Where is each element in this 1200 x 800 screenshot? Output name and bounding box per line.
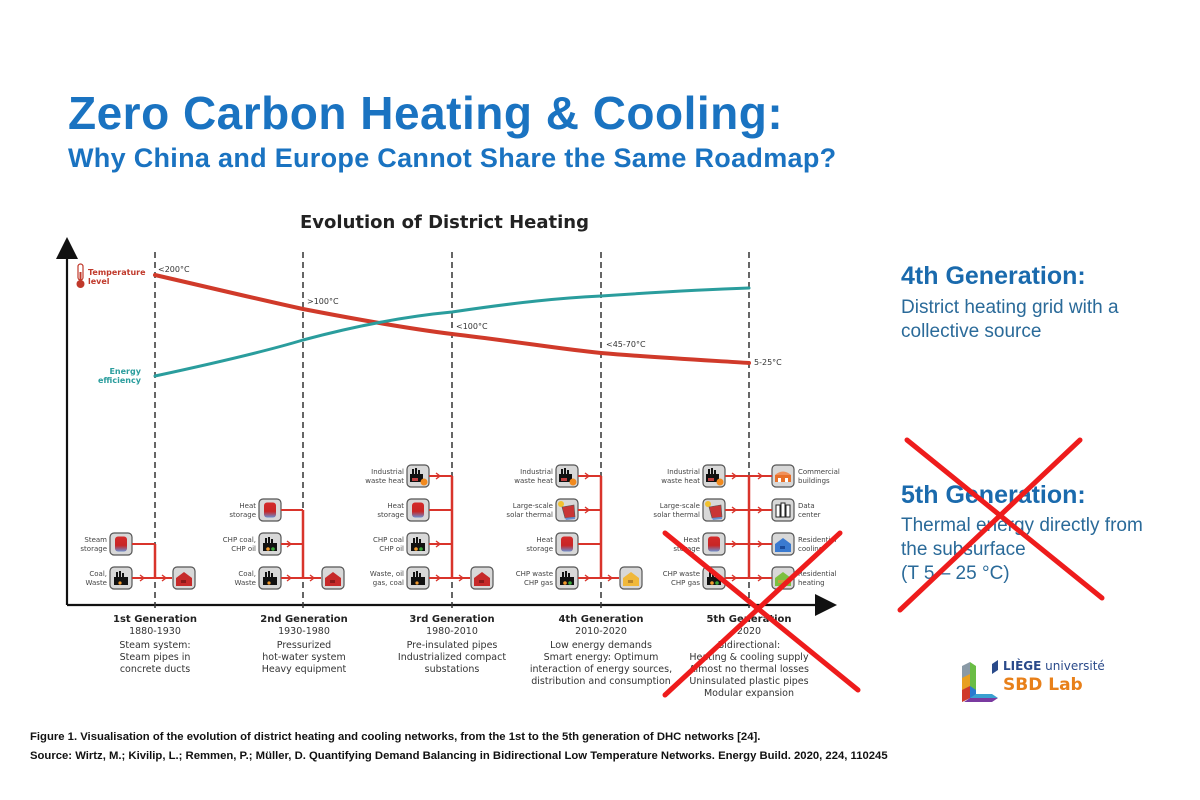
- gen5-description-line3: (T 5 – 25 °C): [901, 563, 1010, 584]
- generation-desc-line: hot-water system: [262, 652, 346, 663]
- thermometer-icon: [76, 263, 85, 288]
- generation-years: 2020: [736, 626, 762, 637]
- generation-name: 5th Generation: [706, 614, 792, 625]
- generation-desc-line: Pre-insulated pipes: [406, 640, 498, 651]
- source-label: Steam storage: [80, 536, 107, 553]
- temp-tag-gen1: <200°C: [158, 265, 190, 274]
- temp-tag-gen3: <100°C: [456, 322, 488, 331]
- source-label: CHP coal, CHP oil: [222, 536, 256, 553]
- gen4-description-line1: District heating grid with a: [901, 297, 1119, 318]
- generation-desc-line: Bidirectional:: [717, 640, 781, 651]
- generation-desc-line: Industrialized compact: [397, 652, 507, 663]
- generation-desc-line: Steam pipes in: [119, 652, 191, 663]
- source-label: Industrial waste heat: [661, 468, 700, 485]
- generation-1-info: 1st Generation 1880-1930 Steam system: S…: [70, 614, 240, 676]
- gen5-network: [703, 465, 794, 589]
- generation-desc-line: Heavy equipment: [261, 664, 347, 675]
- logo-liege: LIÈGE: [1003, 659, 1042, 673]
- consumer-label: Residential heating: [798, 570, 837, 587]
- gen4-description-line2: collective source: [901, 321, 1042, 342]
- generation-years: 2010-2020: [575, 626, 627, 637]
- source-label: Coal, Waste: [234, 570, 256, 587]
- energy-efficiency-label: Energy efficiency: [98, 367, 141, 385]
- generation-desc-line: Uninsulated plastic pipes: [689, 676, 809, 687]
- source-citation: Source: Wirtz, M.; Kivilip, L.; Remmen, …: [30, 750, 888, 762]
- page-title: Zero Carbon Heating & Cooling:: [68, 87, 784, 139]
- generation-desc-line: interaction of energy sources,: [529, 664, 673, 675]
- efficiency-curve: [153, 286, 751, 378]
- gen1-network: [110, 533, 195, 589]
- temp-tag-gen5: 5-25°C: [754, 358, 782, 367]
- source-label: CHP waste CHP gas: [515, 570, 553, 587]
- source-label: CHP waste CHP gas: [662, 570, 700, 587]
- generation-desc-line: Heating & cooling supply: [689, 652, 809, 663]
- temp-tag-gen2: >100°C: [307, 297, 339, 306]
- generation-desc-line: Low energy demands: [550, 640, 652, 651]
- logo-lab-name: SBD Lab: [1003, 675, 1083, 695]
- source-label: Industrial waste heat: [514, 468, 553, 485]
- source-label: Large-scale solar thermal: [506, 502, 553, 519]
- temperature-curve: [153, 273, 751, 365]
- generation-years: 1930-1980: [278, 626, 330, 637]
- generation-desc-line: Pressurized: [276, 640, 332, 651]
- temperature-label-line1: Temperature: [88, 268, 146, 277]
- consumer-label: Data center: [798, 502, 821, 519]
- generation-name: 4th Generation: [558, 614, 644, 625]
- generation-desc-line: Smart energy: Optimum: [543, 652, 659, 663]
- temperature-label-line2: level: [88, 277, 110, 286]
- efficiency-label-line1: Energy: [109, 367, 141, 376]
- generation-name: 2nd Generation: [260, 614, 348, 625]
- liege-logo-icon: [962, 660, 998, 702]
- gen5-heading: 5th Generation:: [901, 481, 1086, 509]
- source-label: Heat storage: [229, 502, 256, 519]
- generation-desc-line: concrete ducts: [119, 664, 191, 675]
- gen4-network: [556, 465, 642, 589]
- generation-desc-line: substations: [424, 664, 480, 675]
- source-label: Coal, Waste: [85, 570, 107, 587]
- gen3-network: [407, 465, 493, 589]
- gen5-description-line2: the subsurface: [901, 539, 1026, 560]
- figure-caption: Figure 1. Visualisation of the evolution…: [30, 731, 761, 743]
- generation-desc-line: Steam system:: [119, 640, 191, 651]
- source-label: CHP coal CHP oil: [373, 536, 404, 553]
- generation-years: 1880-1930: [129, 626, 181, 637]
- page-subtitle: Why China and Europe Cannot Share the Sa…: [68, 143, 837, 173]
- logo-universite: université: [1041, 659, 1105, 673]
- generation-desc-line: Modular expansion: [703, 688, 795, 699]
- generation-name: 3rd Generation: [409, 614, 495, 625]
- generation-2-info: 2nd Generation 1930-1980 Pressurized hot…: [219, 614, 389, 676]
- logo-university-name: LIÈGE université: [1003, 659, 1105, 673]
- consumer-label: Residential cooling: [798, 536, 837, 553]
- efficiency-label-line2: efficiency: [98, 376, 141, 385]
- source-label: Heat storage: [377, 502, 404, 519]
- temp-tag-gen4: <45-70°C: [606, 340, 646, 349]
- gen2-network: [259, 499, 344, 589]
- gen5-description-line1: Thermal energy directly from: [901, 515, 1143, 536]
- gen4-heading: 4th Generation:: [901, 262, 1086, 290]
- generation-5-info: 5th Generation 2020 Bidirectional: Heati…: [664, 614, 834, 700]
- generation-4-info: 4th Generation 2010-2020 Low energy dema…: [516, 614, 686, 688]
- chart-title: Evolution of District Heating: [300, 212, 589, 233]
- source-label: Waste, oil gas, coal: [369, 570, 404, 587]
- temperature-level-label: Temperature level: [88, 268, 146, 286]
- source-label: Large-scale solar thermal: [653, 502, 700, 519]
- generation-name: 1st Generation: [113, 614, 197, 625]
- generation-3-info: 3rd Generation 1980-2010 Pre-insulated p…: [367, 614, 537, 676]
- generation-desc-line: distribution and consumption: [531, 676, 671, 687]
- generation-desc-line: Almost no thermal losses: [689, 664, 809, 675]
- source-label: Industrial waste heat: [365, 468, 404, 485]
- generation-years: 1980-2010: [426, 626, 478, 637]
- source-label: Heat storage: [673, 536, 700, 553]
- consumer-label: Commercial buildings: [798, 468, 840, 485]
- source-label: Heat storage: [526, 536, 553, 553]
